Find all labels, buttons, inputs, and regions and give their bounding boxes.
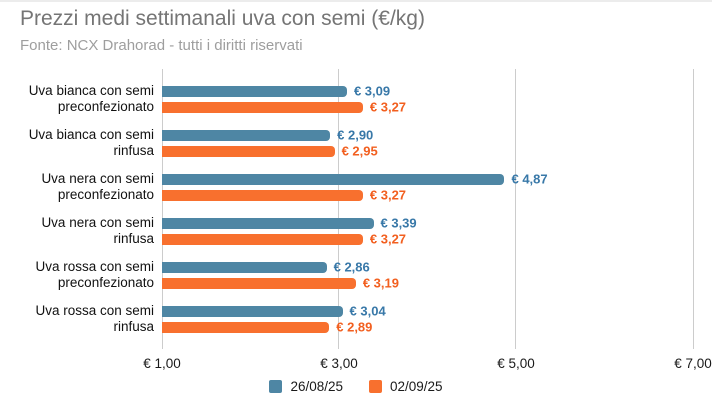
x-axis: € 1,00 € 3,00 € 5,00 € 7,00 <box>143 356 712 373</box>
chart-row: Uva rossa con semi preconfezionato € 2,86 €… <box>0 253 693 297</box>
bar-02-09-25 <box>162 233 363 245</box>
row-bars: € 3,04 € 2,89 <box>162 297 693 341</box>
category-label: Uva bianca con semi preconfezionato <box>0 77 162 121</box>
bar-value: € 3,27 <box>369 187 407 203</box>
x-axis-tick-label: € 1,00 <box>143 356 181 371</box>
bar-26-08-25 <box>162 129 331 141</box>
category-label-line: rinfusa <box>113 319 154 334</box>
legend-label: 26/08/25 <box>290 379 343 394</box>
bar-26-08-25 <box>162 217 374 229</box>
category-label-line: preconfezionato <box>57 187 154 202</box>
category-label-line: Uva rossa con semi <box>35 302 154 318</box>
bar-value: € 3,09 <box>353 83 391 99</box>
legend-label: 02/09/25 <box>390 379 443 394</box>
category-label: Uva nera con semi rinfusa <box>0 209 162 253</box>
row-bars: € 3,39 € 3,27 <box>162 209 693 253</box>
chart-row: Uva bianca con semi preconfezionato € 3,09… <box>0 77 693 121</box>
x-axis-tick-label: € 3,00 <box>320 356 358 371</box>
row-bars: € 3,09 € 3,27 <box>162 77 693 121</box>
plot-gridlines <box>161 69 694 349</box>
bar-value: € 3,19 <box>362 275 399 291</box>
category-label-line: Uva bianca con semi <box>28 82 154 98</box>
gridline <box>692 69 694 349</box>
chart-subtitle: Fonte: NCX Drahorad - tutti i diritti ri… <box>20 37 303 54</box>
category-label: Uva bianca con semi rinfusa <box>0 121 162 165</box>
bar-02-09-25 <box>162 145 335 157</box>
category-label: Uva rossa con semi rinfusa <box>0 297 162 341</box>
gridline <box>515 69 517 349</box>
row-bars: € 2,86 € 3,19 <box>162 253 693 297</box>
bar-value: € 3,27 <box>369 231 407 247</box>
category-label-line: preconfezionato <box>57 275 154 290</box>
category-label-line: rinfusa <box>113 143 154 158</box>
bar-02-09-25 <box>162 277 356 289</box>
category-label-line: Uva bianca con semi <box>28 126 154 142</box>
legend: 26/08/25 02/09/25 <box>0 379 712 394</box>
category-label-line: Uva nera con semi <box>41 170 154 186</box>
row-bars: € 2,90 € 2,95 <box>162 121 693 165</box>
bar-26-08-25 <box>162 85 347 97</box>
gridline <box>338 69 340 349</box>
legend-item: 02/09/25 <box>369 379 443 394</box>
bar-value: € 2,95 <box>341 143 378 159</box>
bar-value: € 3,04 <box>349 303 386 319</box>
row-bars: € 4,87 € 3,27 <box>162 165 693 209</box>
bar-26-08-25 <box>162 305 343 317</box>
x-axis-tick-label: € 7,00 <box>674 356 712 371</box>
legend-item: 26/08/25 <box>269 379 343 394</box>
bar-02-09-25 <box>162 321 330 333</box>
bar-value: € 2,90 <box>337 127 374 143</box>
gridline <box>161 69 163 349</box>
legend-swatch-icon <box>269 380 283 393</box>
chart-rows: Uva bianca con semi preconfezionato € 3,09… <box>0 69 693 349</box>
bar-value: € 2,89 <box>336 319 373 335</box>
bar-value: € 2,86 <box>333 259 370 275</box>
legend-swatch-icon <box>369 380 382 393</box>
category-label-line: rinfusa <box>113 231 154 246</box>
bar-02-09-25 <box>162 101 363 113</box>
chart-title: Prezzi medi settimanali uva con semi (€/… <box>20 7 425 30</box>
category-label: Uva nera con semi preconfezionato <box>0 165 162 209</box>
chart-row: Uva nera con semi rinfusa € 3,39 € 3,27 <box>0 209 693 253</box>
bar-26-08-25 <box>162 173 505 185</box>
chart-row: Uva nera con semi preconfezionato € 4,87 € … <box>0 165 693 209</box>
bar-value: € 4,87 <box>511 171 548 187</box>
category-label-line: preconfezionato <box>57 99 154 114</box>
chart-row: Uva rossa con semi rinfusa € 3,04 € 2,89 <box>0 297 693 341</box>
category-label-line: Uva nera con semi <box>41 214 154 230</box>
category-label-line: Uva rossa con semi <box>35 258 154 274</box>
bar-value: € 3,27 <box>369 99 407 115</box>
bar-26-08-25 <box>162 261 327 273</box>
bar-value: € 3,39 <box>380 215 417 231</box>
x-axis-tick-label: € 5,00 <box>497 356 535 371</box>
chart-header: Prezzi medi settimanali uva con semi (€/… <box>0 2 712 55</box>
bar-02-09-25 <box>162 189 363 201</box>
category-label: Uva rossa con semi preconfezionato <box>0 253 162 297</box>
chart-row: Uva bianca con semi rinfusa € 2,90 € 2,95 <box>0 121 693 165</box>
